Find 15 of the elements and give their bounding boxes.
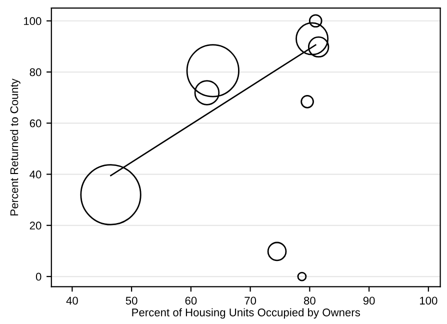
x-tick-label: 40	[66, 296, 78, 305]
y-tick-label: 40	[30, 170, 42, 178]
y-tick-label: 20	[30, 222, 42, 230]
y-axis-title: Percent Returned to County	[10, 78, 20, 216]
y-tick-label: 80	[30, 68, 42, 76]
y-tick-label: 0	[36, 272, 42, 281]
x-tick-label: 70	[244, 296, 256, 305]
x-tick-label: 60	[185, 296, 197, 305]
x-tick-label: 80	[304, 296, 316, 305]
y-tick-label: 60	[30, 119, 42, 128]
x-tick-label: 100	[420, 296, 438, 305]
x-axis-title: Percent of Housing Units Occupied by Owners	[132, 308, 360, 319]
x-tick-label: 90	[363, 296, 375, 305]
y-tick-label: 100	[24, 17, 42, 26]
x-tick-label: 50	[126, 296, 138, 305]
